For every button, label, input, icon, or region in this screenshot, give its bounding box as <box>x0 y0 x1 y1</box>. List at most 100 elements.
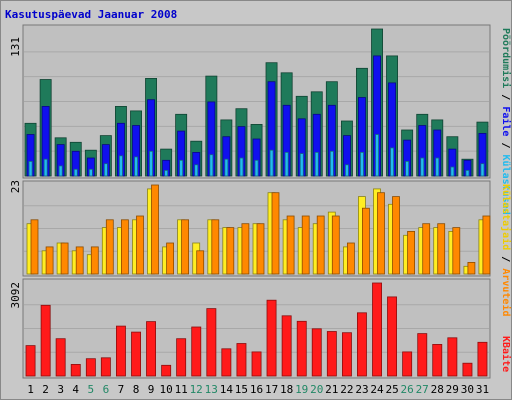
middle-bar-arvuteid-day-23 <box>361 207 370 275</box>
x-label-day-11: 11 <box>175 383 188 396</box>
top-ymax-label: 131 <box>9 37 22 57</box>
x-label-day-26: 26 <box>400 383 413 396</box>
legend-sep-1: / <box>500 94 511 100</box>
top-bar-klastused-day-14 <box>224 158 229 177</box>
x-label-day-23: 23 <box>355 383 368 396</box>
x-label-day-20: 20 <box>310 383 323 396</box>
bottom-bar-kbaite-day-26 <box>402 351 413 377</box>
top-bar-klastused-day-24 <box>375 134 379 177</box>
x-label-day-4: 4 <box>72 383 79 396</box>
x-label-day-16: 16 <box>250 383 263 396</box>
bottom-bar-kbaite-day-17 <box>266 299 277 377</box>
middle-bar-arvuteid-day-1 <box>30 219 39 275</box>
top-bar-klastused-day-8 <box>134 156 138 177</box>
x-label-day-1: 1 <box>27 383 34 396</box>
top-bar-klastused-day-7 <box>119 155 123 177</box>
bottom-bar-kbaite-day-6 <box>100 357 111 377</box>
legend-pageviews: Pöördumisi <box>500 28 512 88</box>
x-label-day-2: 2 <box>42 383 49 396</box>
bottom-bar-kbaite-day-9 <box>146 321 157 377</box>
middle-bar-arvuteid-day-14 <box>226 227 235 275</box>
middle-bar-arvuteid-day-20 <box>316 215 325 275</box>
top-bar-klastused-day-5 <box>88 168 93 177</box>
bottom-bar-kbaite-day-12 <box>191 326 202 377</box>
middle-bar-arvuteid-day-29 <box>452 227 461 275</box>
bottom-bar-kbaite-day-23 <box>356 312 367 377</box>
bottom-bar-kbaite-day-18 <box>281 315 292 377</box>
x-label-day-10: 10 <box>159 383 172 396</box>
top-bar-klastused-day-12 <box>194 164 199 177</box>
bottom-bar-kbaite-day-28 <box>432 343 443 377</box>
top-bar-klastused-day-16 <box>254 159 259 177</box>
top-bar-klastused-day-11 <box>179 159 184 177</box>
middle-bar-arvuteid-day-28 <box>437 223 446 275</box>
middle-bars <box>26 184 491 275</box>
top-bar-klastused-day-30 <box>465 169 470 177</box>
x-label-day-30: 30 <box>461 383 474 396</box>
x-label-day-27: 27 <box>416 383 429 396</box>
top-bar-klastused-day-27 <box>420 157 425 177</box>
x-label-day-19: 19 <box>295 383 308 396</box>
top-bar-klastused-day-26 <box>405 160 410 177</box>
bottom-bar-kbaite-day-13 <box>206 308 217 377</box>
middle-bar-arvuteid-day-30 <box>467 261 476 275</box>
bottom-bar-kbaite-day-29 <box>447 337 458 377</box>
middle-bar-arvuteid-day-22 <box>346 242 355 275</box>
bottom-bar-kbaite-day-21 <box>326 331 337 377</box>
top-bar-klastused-day-17 <box>269 149 274 177</box>
bottom-bar-kbaite-day-11 <box>176 338 187 377</box>
top-bar-klastused-day-28 <box>435 157 440 177</box>
middle-bar-arvuteid-day-18 <box>286 215 295 275</box>
legend-visits: Külastused <box>500 155 511 215</box>
x-label-day-5: 5 <box>87 383 94 396</box>
bottom-bar-kbaite-day-8 <box>131 331 142 377</box>
x-label-day-14: 14 <box>220 383 234 396</box>
middle-bar-arvuteid-day-27 <box>422 223 431 275</box>
legend-sep-2: / <box>500 142 511 148</box>
middle-bar-arvuteid-day-8 <box>136 215 144 275</box>
x-label-day-22: 22 <box>340 383 353 396</box>
top-bar-klastused-day-9 <box>149 150 153 177</box>
legend-kbytes: KBaite <box>500 336 512 372</box>
x-label-day-13: 13 <box>205 383 218 396</box>
top-bar-klastused-day-4 <box>73 168 78 177</box>
middle-bar-arvuteid-day-16 <box>256 223 265 275</box>
x-label-day-25: 25 <box>385 383 398 396</box>
top-bar-klastused-day-6 <box>103 163 108 177</box>
legend-sep-3: / <box>500 256 511 262</box>
bottom-bar-kbaite-day-22 <box>341 332 352 377</box>
x-label-day-29: 29 <box>446 383 459 396</box>
x-label-day-8: 8 <box>133 383 140 396</box>
x-label-day-6: 6 <box>103 383 110 396</box>
x-label-day-18: 18 <box>280 383 293 396</box>
top-bar-klastused-day-1 <box>28 160 33 177</box>
middle-bar-arvuteid-day-31 <box>482 215 491 275</box>
bottom-bar-kbaite-day-14 <box>221 348 232 377</box>
top-bar-klastused-day-29 <box>450 166 455 177</box>
top-bar-klastused-day-2 <box>43 158 48 177</box>
middle-bar-arvuteid-day-17 <box>271 192 280 275</box>
bottom-bar-kbaite-day-3 <box>55 338 66 377</box>
middle-bar-arvuteid-day-10 <box>166 242 175 275</box>
bottom-ymax-label: 3092 <box>9 282 22 309</box>
bottom-bar-kbaite-day-31 <box>477 341 488 377</box>
middle-bar-arvuteid-day-25 <box>392 196 400 275</box>
bottom-bar-kbaite-day-5 <box>85 358 96 377</box>
middle-ymax-label: 23 <box>9 180 22 193</box>
bottom-bar-kbaite-day-1 <box>25 345 36 377</box>
bottom-bar-kbaite-day-2 <box>40 304 51 377</box>
top-bar-klastused-day-19 <box>299 153 304 177</box>
bottom-bars <box>25 282 488 377</box>
top-bar-klastused-day-10 <box>164 169 169 177</box>
middle-bar-arvuteid-day-3 <box>60 242 69 275</box>
top-bar-klastused-day-23 <box>359 151 364 177</box>
bottom-bar-kbaite-day-4 <box>70 363 81 377</box>
bottom-bar-kbaite-day-25 <box>387 296 398 377</box>
bottom-bar-kbaite-day-7 <box>116 325 126 377</box>
top-legend: Pöördumisi / Faile / Külastused <box>500 28 512 215</box>
bottom-bar-kbaite-day-19 <box>296 320 307 377</box>
middle-bar-arvuteid-day-6 <box>105 219 114 275</box>
top-bar-klastused-day-31 <box>480 163 485 177</box>
top-bar-klastused-day-3 <box>58 165 63 177</box>
